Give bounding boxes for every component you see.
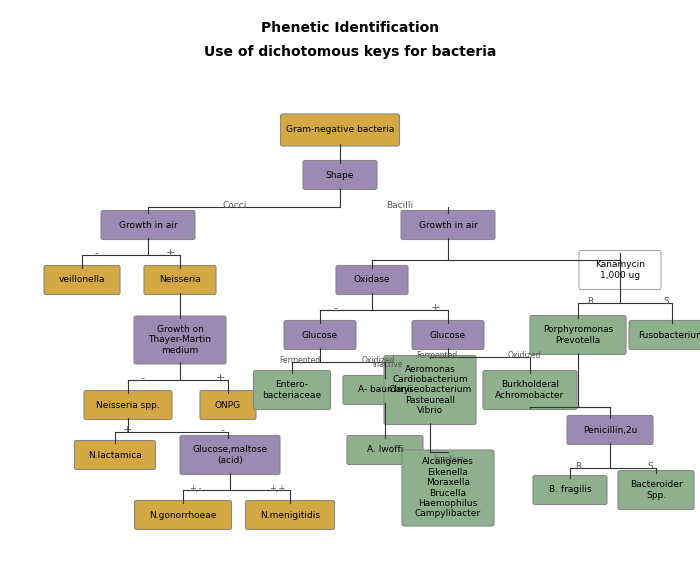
Text: Porphyromonas
Prevotella: Porphyromonas Prevotella bbox=[543, 325, 613, 345]
Text: Glucose,maltose
(acid): Glucose,maltose (acid) bbox=[193, 445, 267, 464]
Text: Aeromonas
Cardiobacterium
Chryseobacterium
Pasteureall
Vibrio: Aeromonas Cardiobacterium Chryseobacteri… bbox=[389, 365, 472, 415]
Text: Burkholderal
Achromobacter: Burkholderal Achromobacter bbox=[496, 380, 565, 400]
FancyBboxPatch shape bbox=[629, 320, 700, 349]
FancyBboxPatch shape bbox=[402, 450, 494, 526]
FancyBboxPatch shape bbox=[134, 316, 226, 364]
Text: Kanamycin
1,000 ug: Kanamycin 1,000 ug bbox=[595, 260, 645, 280]
FancyBboxPatch shape bbox=[483, 371, 577, 410]
Text: Cocci: Cocci bbox=[223, 201, 247, 210]
FancyBboxPatch shape bbox=[101, 210, 195, 240]
Text: Oxidase: Oxidase bbox=[354, 276, 391, 284]
Text: Growth on
Thayer-Martin
medium: Growth on Thayer-Martin medium bbox=[148, 325, 211, 355]
Text: Use of dichotomous keys for bacteria: Use of dichotomous keys for bacteria bbox=[204, 45, 496, 59]
Text: B. fragilis: B. fragilis bbox=[549, 486, 592, 495]
Text: Glucose: Glucose bbox=[302, 331, 338, 340]
FancyBboxPatch shape bbox=[343, 375, 427, 404]
Text: Growth in air: Growth in air bbox=[118, 220, 177, 229]
FancyBboxPatch shape bbox=[284, 320, 356, 349]
Text: Bacteroider
Spp.: Bacteroider Spp. bbox=[630, 480, 682, 500]
Text: Neisseria spp.: Neisseria spp. bbox=[96, 400, 160, 410]
Text: Neisseria: Neisseria bbox=[159, 276, 201, 284]
FancyBboxPatch shape bbox=[336, 265, 408, 295]
FancyBboxPatch shape bbox=[533, 475, 607, 505]
FancyBboxPatch shape bbox=[303, 161, 377, 189]
Text: Fusobacterium: Fusobacterium bbox=[638, 331, 700, 340]
Text: R: R bbox=[587, 297, 593, 306]
FancyBboxPatch shape bbox=[200, 391, 256, 419]
FancyBboxPatch shape bbox=[530, 316, 626, 355]
Text: N.lactamica: N.lactamica bbox=[88, 451, 142, 459]
FancyBboxPatch shape bbox=[253, 371, 330, 410]
Text: Bacilli: Bacilli bbox=[386, 201, 414, 210]
Text: A- baumanii: A- baumanii bbox=[358, 386, 412, 395]
FancyBboxPatch shape bbox=[180, 435, 280, 475]
FancyBboxPatch shape bbox=[281, 114, 400, 146]
Text: +: + bbox=[165, 248, 175, 258]
FancyBboxPatch shape bbox=[134, 500, 232, 530]
Text: -: - bbox=[140, 373, 144, 383]
Text: Glucose: Glucose bbox=[430, 331, 466, 340]
FancyBboxPatch shape bbox=[246, 500, 335, 530]
Text: Inactive: Inactive bbox=[433, 455, 463, 464]
FancyBboxPatch shape bbox=[384, 356, 476, 424]
Text: A. lwoffi: A. lwoffi bbox=[367, 446, 403, 455]
Text: +: + bbox=[430, 303, 440, 313]
FancyBboxPatch shape bbox=[401, 210, 495, 240]
Text: veillonella: veillonella bbox=[59, 276, 105, 284]
Text: S: S bbox=[663, 297, 669, 306]
Text: Oxidized: Oxidized bbox=[361, 356, 395, 365]
FancyBboxPatch shape bbox=[567, 415, 653, 444]
Text: R: R bbox=[575, 462, 581, 471]
Text: +,-: +,- bbox=[189, 484, 202, 493]
Text: N.menigitidis: N.menigitidis bbox=[260, 510, 320, 519]
FancyBboxPatch shape bbox=[347, 435, 423, 464]
Text: Entero-
bacteriaceae: Entero- bacteriaceae bbox=[262, 380, 321, 400]
Text: -: - bbox=[94, 248, 98, 258]
FancyBboxPatch shape bbox=[412, 320, 484, 349]
Text: Fermented: Fermented bbox=[279, 356, 321, 365]
Text: Growth in air: Growth in air bbox=[419, 220, 477, 229]
Text: Fermented: Fermented bbox=[416, 351, 458, 360]
Text: Inactive: Inactive bbox=[372, 360, 402, 369]
Text: Phenetic Identification: Phenetic Identification bbox=[261, 21, 439, 35]
Text: Oxidized: Oxidized bbox=[508, 351, 540, 360]
Text: +: + bbox=[122, 425, 132, 435]
FancyBboxPatch shape bbox=[84, 391, 172, 419]
Text: ONPG: ONPG bbox=[215, 400, 241, 410]
Text: -: - bbox=[333, 303, 337, 313]
FancyBboxPatch shape bbox=[579, 251, 661, 289]
Text: Penicillin,2u: Penicillin,2u bbox=[583, 426, 637, 435]
Text: S: S bbox=[647, 462, 653, 471]
Text: +: + bbox=[216, 373, 225, 383]
Text: N.gonorrhoeae: N.gonorrhoeae bbox=[149, 510, 217, 519]
Text: Shape: Shape bbox=[326, 170, 354, 180]
Text: Alcaligenes
Eikenella
Moraxella
Brucella
Haemophilus
Campylibacter: Alcaligenes Eikenella Moraxella Brucella… bbox=[415, 458, 481, 518]
FancyBboxPatch shape bbox=[618, 471, 694, 510]
FancyBboxPatch shape bbox=[44, 265, 120, 295]
FancyBboxPatch shape bbox=[74, 440, 155, 470]
Text: -: - bbox=[220, 425, 224, 435]
FancyBboxPatch shape bbox=[144, 265, 216, 295]
Text: +,+: +,+ bbox=[269, 484, 285, 493]
Text: Gram-negative bacteria: Gram-negative bacteria bbox=[286, 125, 394, 134]
